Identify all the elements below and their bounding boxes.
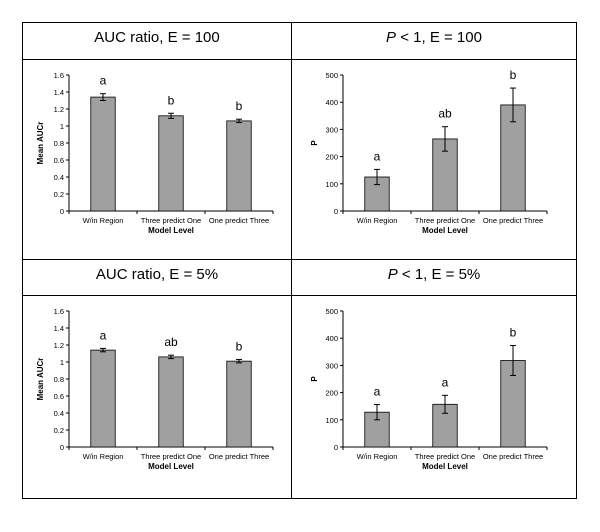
x-tick-label: W/in Region [83,452,124,461]
y-tick-label: 100 [325,180,338,189]
y-tick-label: 1.4 [54,324,64,333]
group-letter: b [236,99,243,113]
y-axis-label: Mean AUCr [36,358,45,401]
group-letter: b [510,326,517,340]
y-tick-label: 1.6 [54,307,64,316]
chart-panel-auc-e100: 0 0.2 0.4 0.6 0.8 1 1.2 1.4 1.6 a W/in Region b Thre… [33,65,281,254]
chart-panel-p-e100: 0 100 200 300 400 500 a W/in Region ab Three pred… [307,65,555,254]
y-tick-label: 1 [60,358,64,367]
y-tick-label: 200 [325,389,338,398]
group-letter: b [510,68,517,82]
y-tick-label: 0.8 [54,375,64,384]
bar [158,115,184,212]
bar [500,104,526,212]
chart-panel-p-e5: 0 100 200 300 400 500 a W/in Region a Three predi… [307,301,555,490]
x-axis-label: Model Level [422,226,468,235]
y-tick-label: 1.4 [54,88,64,97]
header-p-e100: P < 1, E = 100 [386,29,482,46]
y-axis-label: P [310,376,319,382]
chart-auc-e100: 0 0.2 0.4 0.6 0.8 1 1.2 1.4 1.6 a W/in Region b Thre… [36,71,274,235]
y-tick-label: 400 [325,98,338,107]
x-tick-label: One predict Three [483,452,543,461]
y-tick-label: 0.6 [54,392,64,401]
grid-divider-2 [23,259,576,260]
y-axis-label: P [310,140,319,146]
bar [226,360,252,448]
group-letter: ab [438,107,452,121]
group-letter: a [100,74,107,88]
x-axis-label: Model Level [422,462,468,471]
bar [226,120,252,212]
y-tick-label: 1 [60,122,64,131]
x-tick-label: Three predict One [141,216,201,225]
group-letter: b [236,339,243,353]
x-tick-label: W/in Region [357,216,398,225]
x-tick-label: W/in Region [83,216,124,225]
group-letter: ab [164,335,178,349]
x-tick-label: One predict Three [209,452,269,461]
group-letter: a [374,385,381,399]
y-tick-label: 0.4 [54,409,64,418]
x-tick-label: Three predict One [415,216,475,225]
y-tick-label: 100 [325,416,338,425]
grid-vertical-divider [291,23,292,498]
y-tick-label: 200 [325,153,338,162]
y-tick-label: 1.6 [54,71,64,80]
y-tick-label: 300 [325,125,338,134]
y-tick-label: 500 [325,71,338,80]
x-tick-label: One predict Three [483,216,543,225]
group-letter: a [374,149,381,163]
y-tick-label: 300 [325,361,338,370]
x-axis-label: Model Level [148,226,194,235]
header-p-e5: P < 1, E = 5% [387,266,481,283]
y-tick-label: 1.2 [54,341,64,350]
chart-p-e5: 0 100 200 300 400 500 a W/in Region a Three predi… [310,307,548,471]
group-letter: b [168,93,175,107]
chart-auc-e5: 0 0.2 0.4 0.6 0.8 1 1.2 1.4 1.6 a W/in Region ab Thr… [36,307,274,471]
y-axis-label: Mean AUCr [36,122,45,165]
y-tick-label: 0.6 [54,156,64,165]
grid-divider-1 [23,59,576,60]
grid-divider-3 [23,295,576,296]
figure-grid: AUC ratio, E = 100 P < 1, E = 100 AUC ra… [22,22,577,499]
bar [158,356,184,448]
y-tick-label: 0.2 [54,426,64,435]
chart-p-e100: 0 100 200 300 400 500 a W/in Region ab Three pred… [310,68,548,235]
y-tick-label: 0 [334,207,338,216]
y-tick-label: 0 [60,443,64,452]
header-auc-e100: AUC ratio, E = 100 [94,29,220,46]
y-tick-label: 1.2 [54,105,64,114]
x-tick-label: Three predict One [141,452,201,461]
y-tick-label: 500 [325,307,338,316]
group-letter: a [100,328,107,342]
group-letter: a [442,375,449,389]
y-tick-label: 0 [334,443,338,452]
chart-panel-auc-e5: 0 0.2 0.4 0.6 0.8 1 1.2 1.4 1.6 a W/in Region ab Thr… [33,301,281,490]
x-axis-label: Model Level [148,462,194,471]
bar [90,96,116,212]
y-tick-label: 0.4 [54,173,64,182]
bar [90,349,116,448]
y-tick-label: 0.2 [54,190,64,199]
x-tick-label: One predict Three [209,216,269,225]
x-tick-label: W/in Region [357,452,398,461]
x-tick-label: Three predict One [415,452,475,461]
y-tick-label: 400 [325,334,338,343]
y-tick-label: 0 [60,207,64,216]
y-tick-label: 0.8 [54,139,64,148]
header-auc-e5: AUC ratio, E = 5% [95,266,219,283]
